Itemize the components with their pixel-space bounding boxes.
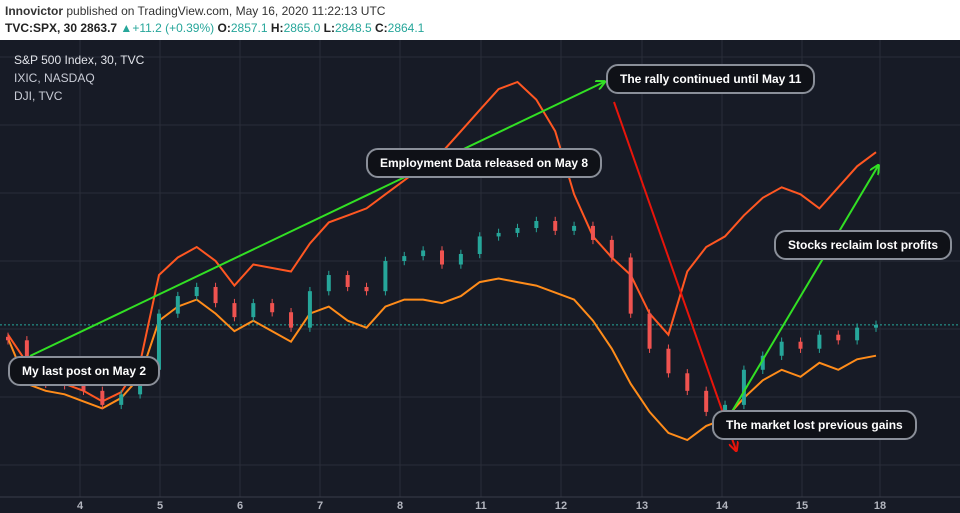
spx-candle-body <box>307 291 312 328</box>
x-tick-label: 14 <box>716 500 729 512</box>
spx-candle-body <box>723 404 728 412</box>
callout-market-lost[interactable]: The market lost previous gains <box>712 410 917 440</box>
spx-candle-body <box>402 256 407 261</box>
spx-candle-body <box>6 336 10 341</box>
open-value: 2857.1 <box>230 21 268 35</box>
symbol-label: TVC:SPX, 30 <box>5 21 78 35</box>
published-text: published on TradingView.com, May 16, 20… <box>66 4 386 18</box>
spx-candle-body <box>496 232 501 237</box>
trendline-rally <box>29 82 604 357</box>
spx-candle-body <box>534 220 539 229</box>
legend-spx[interactable]: S&P 500 Index, 30, TVC <box>14 53 145 67</box>
spx-candle-body <box>817 334 822 349</box>
x-tick-label: 11 <box>475 500 487 512</box>
spx-candle-body <box>704 390 709 412</box>
spx-candle-body <box>232 303 237 318</box>
publish-header: Innovictor published on TradingView.com,… <box>0 0 960 40</box>
close-value: 2864.1 <box>387 21 425 35</box>
author-name[interactable]: Innovictor <box>5 4 64 18</box>
spx-candle-body <box>779 341 784 356</box>
series-line-ixic <box>7 80 877 403</box>
spx-candle-body <box>874 324 878 328</box>
spx-candle-body <box>798 341 803 349</box>
spx-candle-body <box>515 228 520 233</box>
spx-candle-body <box>760 355 765 370</box>
spx-candle-body <box>345 275 350 287</box>
x-tick-label: 15 <box>796 500 808 512</box>
quote-line: TVC:SPX, 30 2863.7 ▲+11.2 (+0.39%) O:285… <box>5 21 424 35</box>
x-tick-label: 18 <box>874 500 886 512</box>
low-label: L: <box>323 21 335 35</box>
spx-candle-body <box>628 257 633 314</box>
open-label: O: <box>217 21 231 35</box>
spx-candle-body <box>590 225 595 240</box>
x-tick-label: 7 <box>317 500 323 512</box>
high-value: 2865.0 <box>283 21 321 35</box>
trendline-drop <box>613 101 736 450</box>
spx-candle-body <box>477 236 482 254</box>
last-price: 2863.7 <box>80 21 118 35</box>
trendline-reclaim <box>723 166 878 426</box>
change-arrow-icon: ▲ <box>120 21 133 35</box>
spx-candle-body <box>100 390 105 405</box>
callout-last-post[interactable]: My last post on May 2 <box>8 356 161 386</box>
legend-dji[interactable]: DJI, TVC <box>14 89 63 103</box>
callout-reclaim[interactable]: Stocks reclaim lost profits <box>774 230 953 260</box>
spx-candle-body <box>572 225 577 231</box>
spx-candle-body <box>647 313 652 349</box>
spx-candle-body <box>685 373 690 391</box>
x-tick-label: 6 <box>237 500 243 512</box>
spx-candle-body <box>383 261 388 292</box>
chart-area[interactable]: 4 5 6 7 8 11 12 13 14 15 18 S&P 500 Index, 30, TVC… <box>0 40 960 513</box>
spx-candle-body <box>666 348 671 374</box>
spx-candle-body <box>251 303 256 318</box>
spx-candle-body <box>553 220 558 231</box>
spx-candle-body <box>440 250 444 265</box>
spx-candle-body <box>81 385 86 391</box>
publish-info: Innovictor published on TradingView.com,… <box>5 4 385 18</box>
x-tick-label: 13 <box>636 500 648 512</box>
callout-rally[interactable]: The rally continued until May 11 <box>606 64 816 94</box>
high-label: H: <box>270 21 284 35</box>
spx-candle-body <box>175 296 180 314</box>
callout-employment[interactable]: Employment Data released on May 8 <box>366 148 603 178</box>
spx-candle-body <box>326 275 331 292</box>
spx-candle-body <box>194 286 199 297</box>
spx-candle-body <box>119 394 124 405</box>
spx-candle-body <box>289 312 294 328</box>
spx-candle-body <box>364 286 369 292</box>
spx-candle-body <box>855 327 860 341</box>
price-change: +11.2 (+0.39%) <box>132 21 215 35</box>
spx-candle-body <box>458 253 463 265</box>
spx-candle-body <box>836 334 841 341</box>
spx-candle-body <box>741 369 746 405</box>
legend-ixic[interactable]: IXIC, NASDAQ <box>14 71 95 85</box>
close-label: C: <box>374 21 388 35</box>
x-tick-label: 5 <box>157 500 163 512</box>
x-tick-label: 8 <box>397 500 403 512</box>
spx-candle-body <box>213 286 218 304</box>
spx-candle-body <box>421 250 426 257</box>
spx-candle-body <box>156 313 161 370</box>
low-value: 2848.5 <box>334 21 372 35</box>
x-tick-label: 4 <box>77 500 84 512</box>
spx-candle-body <box>609 239 614 258</box>
x-tick-label: 12 <box>555 500 567 512</box>
price-chart[interactable]: 4 5 6 7 8 11 12 13 14 15 18 <box>0 40 960 513</box>
spx-candle-body <box>270 303 275 313</box>
